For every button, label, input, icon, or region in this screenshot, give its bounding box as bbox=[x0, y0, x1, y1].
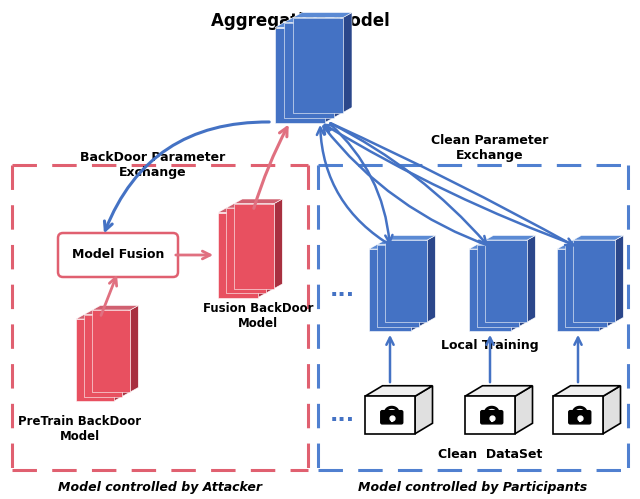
Text: Local Training: Local Training bbox=[441, 338, 539, 351]
Text: PreTrain BackDoor
Model: PreTrain BackDoor Model bbox=[19, 415, 141, 443]
Polygon shape bbox=[465, 396, 515, 434]
Polygon shape bbox=[92, 305, 138, 310]
Polygon shape bbox=[565, 240, 615, 245]
Polygon shape bbox=[325, 22, 334, 122]
Polygon shape bbox=[275, 27, 325, 122]
Polygon shape bbox=[415, 386, 433, 434]
Polygon shape bbox=[385, 236, 435, 240]
Polygon shape bbox=[76, 314, 122, 319]
Polygon shape bbox=[365, 386, 433, 396]
FancyBboxPatch shape bbox=[381, 411, 403, 424]
Polygon shape bbox=[293, 17, 343, 112]
Polygon shape bbox=[599, 245, 607, 331]
Polygon shape bbox=[419, 240, 428, 326]
Polygon shape bbox=[428, 236, 435, 322]
Polygon shape bbox=[469, 245, 519, 249]
Polygon shape bbox=[557, 245, 607, 249]
Polygon shape bbox=[84, 314, 122, 397]
Polygon shape bbox=[234, 204, 274, 288]
Polygon shape bbox=[515, 386, 532, 434]
FancyBboxPatch shape bbox=[481, 411, 503, 424]
Polygon shape bbox=[275, 22, 334, 27]
Polygon shape bbox=[114, 314, 122, 401]
Polygon shape bbox=[218, 208, 266, 213]
Polygon shape bbox=[485, 240, 527, 322]
Polygon shape bbox=[122, 310, 130, 397]
Polygon shape bbox=[607, 240, 615, 326]
Polygon shape bbox=[519, 240, 527, 326]
Polygon shape bbox=[274, 199, 282, 288]
Polygon shape bbox=[284, 17, 343, 22]
Polygon shape bbox=[369, 249, 411, 331]
Text: Model Fusion: Model Fusion bbox=[72, 249, 164, 261]
Polygon shape bbox=[477, 245, 519, 326]
Text: Aggregation Model: Aggregation Model bbox=[211, 12, 389, 30]
Text: BackDoor Parameter
Exchange: BackDoor Parameter Exchange bbox=[81, 151, 226, 179]
FancyBboxPatch shape bbox=[569, 411, 591, 424]
Polygon shape bbox=[365, 396, 415, 434]
Text: Model controlled by Participants: Model controlled by Participants bbox=[358, 482, 588, 495]
Polygon shape bbox=[293, 12, 352, 17]
Polygon shape bbox=[258, 208, 266, 297]
Polygon shape bbox=[485, 236, 535, 240]
Text: ...: ... bbox=[330, 405, 355, 425]
Polygon shape bbox=[343, 12, 352, 112]
Polygon shape bbox=[565, 245, 607, 326]
Polygon shape bbox=[266, 204, 274, 293]
Text: Model controlled by Attacker: Model controlled by Attacker bbox=[58, 482, 262, 495]
Polygon shape bbox=[334, 17, 343, 117]
Polygon shape bbox=[234, 199, 282, 204]
Polygon shape bbox=[615, 236, 623, 322]
Polygon shape bbox=[84, 310, 130, 314]
Polygon shape bbox=[465, 386, 532, 396]
Polygon shape bbox=[377, 240, 428, 245]
Polygon shape bbox=[511, 245, 519, 331]
Polygon shape bbox=[284, 22, 334, 117]
Polygon shape bbox=[527, 236, 535, 322]
Text: Clean  DataSet: Clean DataSet bbox=[438, 449, 542, 462]
Polygon shape bbox=[573, 236, 623, 240]
Polygon shape bbox=[469, 249, 511, 331]
Polygon shape bbox=[377, 245, 419, 326]
Polygon shape bbox=[553, 396, 603, 434]
Polygon shape bbox=[218, 213, 258, 297]
Text: ...: ... bbox=[330, 280, 355, 300]
Polygon shape bbox=[477, 240, 527, 245]
Polygon shape bbox=[573, 240, 615, 322]
Polygon shape bbox=[130, 305, 138, 392]
Polygon shape bbox=[553, 386, 621, 396]
Text: Fusion BackDoor
Model: Fusion BackDoor Model bbox=[203, 302, 313, 330]
Polygon shape bbox=[385, 240, 428, 322]
Polygon shape bbox=[557, 249, 599, 331]
Polygon shape bbox=[603, 386, 621, 434]
FancyBboxPatch shape bbox=[58, 233, 178, 277]
Polygon shape bbox=[411, 245, 419, 331]
Polygon shape bbox=[226, 204, 274, 208]
Text: Clean Parameter
Exchange: Clean Parameter Exchange bbox=[431, 134, 548, 162]
Polygon shape bbox=[369, 245, 419, 249]
Polygon shape bbox=[76, 319, 114, 401]
Polygon shape bbox=[226, 208, 266, 293]
Polygon shape bbox=[92, 310, 130, 392]
